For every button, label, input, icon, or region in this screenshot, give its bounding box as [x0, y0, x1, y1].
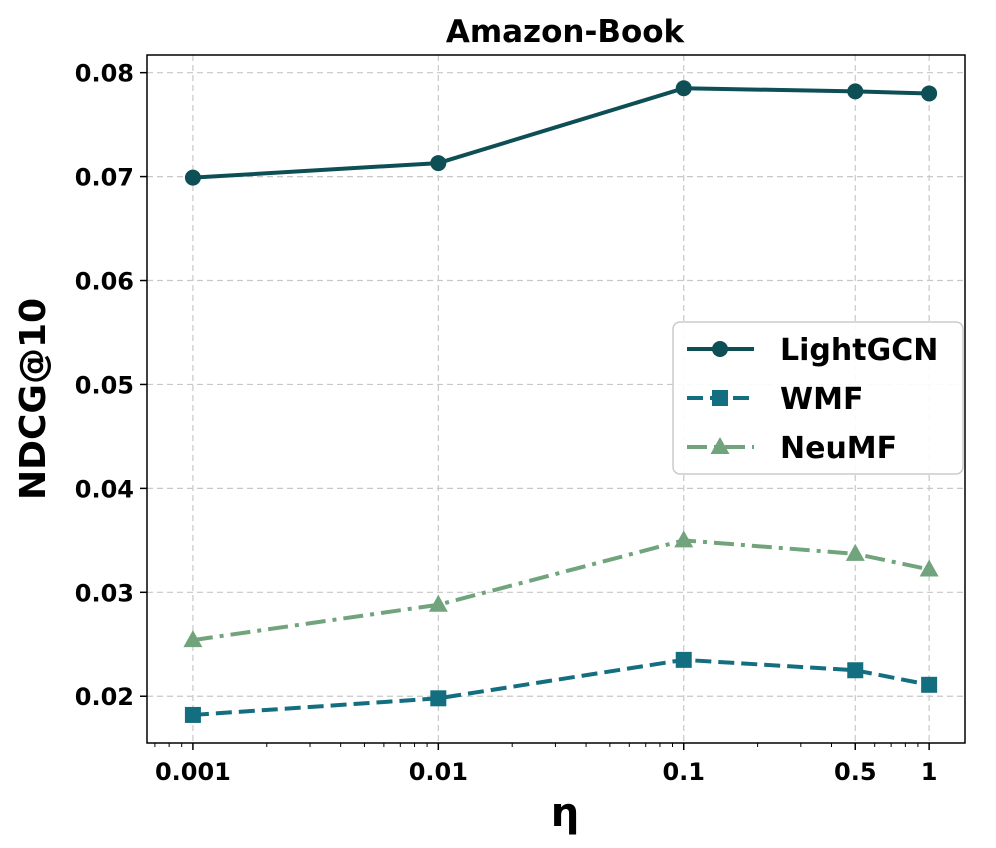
- lightgcn-point: [184, 169, 201, 186]
- x-tick-label: 0.1: [662, 758, 705, 786]
- lightgcn-point: [921, 85, 938, 102]
- legend-label: WMF: [780, 382, 863, 417]
- wmf-point: [184, 706, 201, 723]
- y-tick-label: 0.07: [75, 164, 134, 192]
- series-wmf: [184, 651, 938, 723]
- series-neumf: [183, 530, 939, 648]
- legend-marker: [710, 437, 730, 454]
- x-tick-label: 1: [921, 758, 938, 786]
- lightgcn-point: [430, 155, 447, 172]
- x-tick-label: 0.5: [834, 758, 877, 786]
- series-lightgcn: [184, 80, 938, 186]
- wmf-line: [192, 657, 930, 717]
- x-axis-label: η: [551, 790, 579, 836]
- legend-marker: [712, 390, 728, 406]
- wmf-point: [430, 690, 447, 707]
- y-tick-label: 0.03: [75, 579, 134, 607]
- legend-frame: [672, 321, 964, 475]
- y-tick-label: 0.06: [75, 268, 134, 296]
- neumf-point: [919, 559, 939, 577]
- wmf-point: [921, 676, 938, 693]
- lightgcn-point: [675, 80, 692, 97]
- lightgcn-point: [847, 83, 864, 100]
- y-axis-label: NDCG@10: [13, 298, 54, 500]
- wmf-point: [847, 662, 864, 679]
- y-tick-label: 0.04: [75, 475, 134, 503]
- x-tick-label: 0.001: [155, 758, 231, 786]
- chart-title: Amazon-Book: [446, 14, 686, 50]
- legend-item-wmf: WMF: [687, 382, 863, 417]
- plot-frame: [146, 54, 966, 744]
- lightgcn-line: [192, 86, 930, 180]
- neumf-point: [428, 594, 448, 612]
- wmf-point: [675, 651, 692, 668]
- y-tick-label: 0.02: [75, 683, 134, 711]
- series-layer: [183, 80, 939, 723]
- legend-marker: [712, 341, 728, 357]
- legend-item-lightgcn: LightGCN: [687, 333, 938, 368]
- neumf-line: [192, 538, 930, 643]
- y-tick-label: 0.05: [75, 371, 134, 399]
- neumf-point: [674, 530, 694, 548]
- neumf-point: [183, 630, 203, 648]
- neumf-point: [845, 543, 865, 561]
- x-tick-label: 0.01: [409, 758, 468, 786]
- legend-label: NeuMF: [780, 431, 897, 466]
- y-tick-label: 0.08: [75, 60, 134, 88]
- axis-ticks: 0.02 0.03 0.04 0.05 0.06 0.07 0.08 0.001 0.01 0.1…: [75, 60, 938, 786]
- legend-item-neumf: NeuMF: [687, 431, 897, 466]
- legend-label: LightGCN: [780, 333, 938, 368]
- legend: LightGCN WMF NeuMF: [672, 321, 964, 475]
